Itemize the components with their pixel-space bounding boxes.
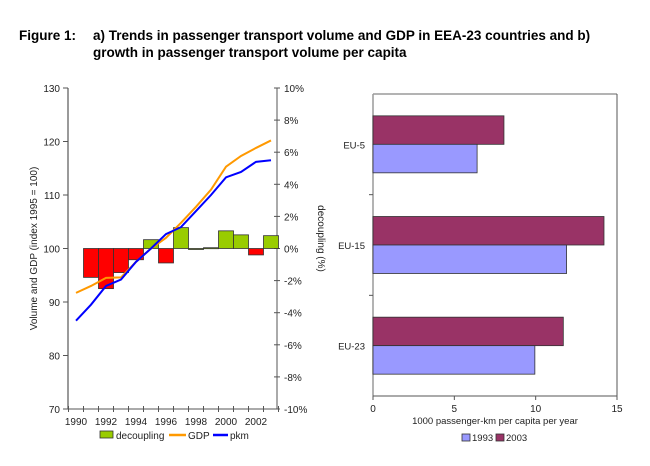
bar-2003: [372, 316, 564, 347]
legend-decoupling-label: decoupling: [116, 431, 164, 442]
chart-a-trends: 70 80 90 100 110 120 130 -10% -8% -6% -4% -2% 0% 2% 4%…: [29, 84, 326, 442]
legend: decoupling GDP pkm: [99, 430, 249, 442]
bar-1993: [372, 244, 567, 274]
x-tick-label: 1992: [95, 417, 118, 428]
decoupling-bar: [233, 234, 249, 249]
x-tick-label: 10: [530, 404, 542, 415]
category-label: EU-15: [338, 241, 365, 252]
legend-1993-swatch: [461, 433, 471, 442]
left-y-tick-label: 110: [44, 191, 60, 202]
left-y-tick-label: 100: [43, 245, 60, 256]
bar-2003: [372, 216, 605, 246]
x-tick-label: 5: [452, 404, 458, 415]
x-tick-label: 15: [611, 404, 623, 415]
legend: 1993 2003: [461, 433, 527, 444]
legend-decoupling-swatch: [99, 430, 114, 439]
right-y-axis-label: decoupling (%): [315, 205, 326, 272]
bar-1993: [372, 143, 478, 174]
right-y-tick-label: 0%: [284, 245, 299, 256]
right-y-tick-label: -4%: [284, 309, 302, 320]
right-y-tick-label: -10%: [284, 405, 307, 416]
right-y-tick-label: 8%: [284, 116, 299, 127]
left-y-tick-label: 90: [49, 298, 61, 309]
decoupling-bar: [248, 248, 264, 256]
category-label: EU-5: [343, 140, 365, 151]
x-tick-label: 0: [370, 404, 376, 415]
right-y-tick-label: 4%: [284, 180, 299, 191]
legend-gdp-label: GDP: [188, 431, 210, 442]
x-tick-label: 1990: [65, 417, 88, 428]
x-tick-label: 2000: [215, 417, 238, 428]
category-label: EU-23: [338, 342, 365, 353]
x-tick-label: 1996: [155, 417, 178, 428]
right-y-tick-label: 2%: [284, 212, 299, 223]
pkm-line: [75, 159, 272, 322]
figure-caption: a) Trends in passenger transport volume …: [93, 28, 591, 60]
x-tick-label: 2002: [245, 417, 268, 428]
right-y-tick-label: 6%: [284, 148, 299, 159]
legend-2003-label: 2003: [506, 433, 527, 444]
bar-2003: [372, 115, 505, 145]
x-tick-label: 1994: [125, 417, 148, 428]
decoupling-bar: [113, 248, 129, 273]
bar-1993: [372, 345, 536, 375]
left-y-tick-label: 120: [43, 138, 60, 149]
left-y-tick-label: 70: [49, 405, 61, 416]
right-y-tick-label: 10%: [284, 84, 304, 95]
right-y-tick-label: -6%: [284, 341, 302, 352]
right-y-tick-label: -2%: [284, 277, 302, 288]
x-axis-label: 1000 passenger-km per capita per year: [412, 416, 578, 427]
legend-2003-swatch: [495, 433, 505, 442]
decoupling-bar: [263, 235, 279, 249]
left-y-axis-label: Volume and GDP (index 1995 = 100): [29, 167, 40, 331]
decoupling-bar: [158, 248, 174, 264]
right-y-tick-label: -8%: [284, 373, 302, 384]
left-y-tick-label: 80: [49, 352, 61, 363]
legend-1993-label: 1993: [472, 433, 493, 444]
legend-pkm-label: pkm: [230, 431, 249, 442]
left-y-tick-label: 130: [43, 84, 60, 95]
x-tick-label: 1998: [185, 417, 208, 428]
figure-label: Figure 1:: [19, 28, 77, 43]
